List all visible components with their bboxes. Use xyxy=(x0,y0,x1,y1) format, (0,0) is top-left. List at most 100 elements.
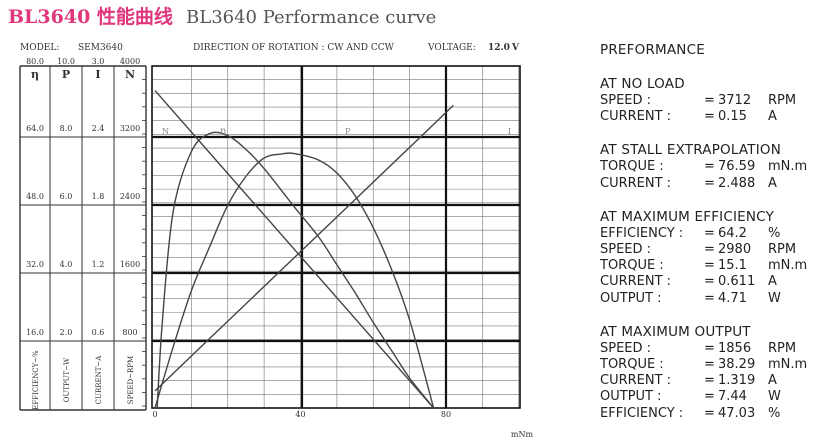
panel-row-unit: RPM xyxy=(768,93,797,108)
series-line-N xyxy=(154,90,435,409)
axis-tick-label: 3200 xyxy=(120,124,140,133)
panel-section: AT MAXIMUM EFFICIENCY EFFICIENCY : = 64.2% S… xyxy=(600,209,816,307)
equals-sign: = xyxy=(704,274,715,290)
series-label-P: P xyxy=(345,127,351,136)
series-line-I xyxy=(154,104,454,392)
panel-row-value: 76.59 xyxy=(718,159,756,175)
panel-section-title: AT MAXIMUM OUTPUT xyxy=(600,323,751,340)
equals-sign: = xyxy=(704,242,715,258)
axis-tick-label: 8.0 xyxy=(60,124,73,133)
panel-row: TORQUE : = 15.1 mN.m xyxy=(600,258,816,274)
panel-row-label: CURRENT : xyxy=(600,175,672,191)
axis-tick-label: 1600 xyxy=(120,260,140,269)
panel-row-value: 38.29 xyxy=(718,357,756,373)
equals-sign: = xyxy=(704,373,715,389)
equals-sign: = xyxy=(704,109,715,125)
panel-section: PREFORMANCE xyxy=(600,42,816,59)
panel-section-title: AT MAXIMUM EFFICIENCY xyxy=(600,208,775,225)
equals-sign: = xyxy=(704,290,715,306)
voltage-label: VOLTAGE: xyxy=(427,43,476,53)
panel-row-value: 2.488 xyxy=(718,175,756,191)
panel-row-unit: W xyxy=(768,290,781,306)
panel-row: CURRENT : = 2.488 A xyxy=(600,176,816,192)
panel-row-label: EFFICIENCY : xyxy=(600,225,684,241)
axis-symbol-4: N xyxy=(125,68,135,81)
axis-symbol-3: I xyxy=(95,68,100,81)
panel-row-label: TORQUE : xyxy=(600,258,664,274)
axis-tick-label: 2.0 xyxy=(60,328,73,337)
panel-section-title: AT STALL EXTRAPOLATION xyxy=(600,142,782,159)
panel-row-label: CURRENT : xyxy=(600,373,672,389)
panel-row-label: SPEED : xyxy=(600,242,652,258)
panel-row-unit: mN.m xyxy=(768,159,808,175)
axis-tick-label: 1.8 xyxy=(92,192,105,201)
panel-row: EFFICIENCY : = 47.03% xyxy=(600,406,816,422)
panel-row-value: 2980 xyxy=(718,242,752,258)
panel-row: OUTPUT : = 4.71 W xyxy=(600,291,816,307)
model-label: MODEL: xyxy=(20,43,59,53)
panel-row-value: 4.71 xyxy=(718,290,747,306)
performance-chart: MODEL: SEM3640 DIRECTION OF ROTATION : CW … xyxy=(19,43,534,439)
axis-title-4: SPEED~RPM xyxy=(127,356,135,404)
panel-row-unit: W xyxy=(768,389,781,405)
panel-row-value: 15.1 xyxy=(718,258,747,274)
panel-row-label: OUTPUT : xyxy=(600,389,662,405)
axis-symbol-2: P xyxy=(62,68,70,81)
panel-row: SPEED : = 1856 RPM xyxy=(600,341,816,357)
panel-row-value: 3712 xyxy=(718,93,752,108)
axis-title-2: OUTPUT~W xyxy=(63,357,71,402)
panel-row-value: 0.15 xyxy=(718,109,747,125)
axis-tick-label: 1.2 xyxy=(92,260,105,269)
voltage-value: 12.0 xyxy=(488,43,510,53)
equals-sign: = xyxy=(704,258,715,274)
panel-row-unit: RPM xyxy=(768,242,797,258)
axis-tick-label: 64.0 xyxy=(26,124,44,133)
panel-row-unit: mN.m xyxy=(768,357,808,373)
panel-section-title: AT NO LOAD xyxy=(600,76,685,92)
chart-title: BL3640 性能曲线 BL3640 Performance curve xyxy=(8,2,436,32)
voltage-unit: V xyxy=(511,43,520,53)
equals-sign: = xyxy=(704,93,715,108)
panel-row-unit: A xyxy=(768,274,777,290)
x-tick-label: 0 xyxy=(152,410,157,419)
panel-row-value: 1.319 xyxy=(718,373,756,389)
series-label-I: I xyxy=(508,127,511,136)
axis-tick-label: 32.0 xyxy=(26,260,44,269)
panel-section: AT STALL EXTRAPOLATION TORQUE : = 76.59 mN.m… xyxy=(600,142,816,191)
panel-section: AT MAXIMUM OUTPUT SPEED : = 1856 RPM TORQUE :… xyxy=(600,324,816,422)
axis-tick-label: 0.6 xyxy=(92,328,105,337)
panel-row-label: SPEED : xyxy=(600,93,652,108)
panel-row: TORQUE : = 38.29 mN.m xyxy=(600,357,816,373)
panel-row-value: 1856 xyxy=(718,340,752,356)
model-value: SEM3640 xyxy=(78,43,123,53)
axis-title-3: CURRENT~A xyxy=(95,355,103,405)
axis-max-value: 4000 xyxy=(120,57,140,66)
panel-row-unit: A xyxy=(768,175,777,191)
panel-row-value: 64.2 xyxy=(718,225,747,241)
axis-title-1: EFFICIENCY~% xyxy=(32,350,40,410)
axis-max-value: 10.0 xyxy=(57,57,75,66)
series-line-P xyxy=(154,152,435,409)
panel-section: AT NO LOAD SPEED : = 3712 RPM CURRENT : = 0.15 A xyxy=(600,76,816,125)
panel-row-label: TORQUE : xyxy=(600,357,664,373)
panel-row-unit: mN.m xyxy=(768,258,808,274)
panel-row-value: 7.44 xyxy=(718,389,747,405)
panel-row-unit: % xyxy=(768,225,781,241)
panel-row: TORQUE : = 76.59 mN.m xyxy=(600,159,816,175)
panel-row-label: TORQUE : xyxy=(600,159,664,175)
panel-row-value: 0.611 xyxy=(718,274,756,290)
axis-tick-label: 48.0 xyxy=(26,192,44,201)
panel-row-label: CURRENT : xyxy=(600,109,672,125)
equals-sign: = xyxy=(704,357,715,373)
panel-section-title: PREFORMANCE xyxy=(600,42,705,58)
performance-panel: PREFORMANCE AT NO LOAD SPEED : = 3712 RPM CURR… xyxy=(600,42,816,439)
axis-tick-label: 6.0 xyxy=(60,192,73,201)
panel-row-unit: % xyxy=(768,405,781,421)
panel-row: CURRENT : = 0.611 A xyxy=(600,274,816,290)
panel-row: CURRENT : = 1.319 A xyxy=(600,373,816,389)
chart-border xyxy=(151,65,521,409)
x-unit-label: mNm xyxy=(511,430,534,439)
panel-row-unit: A xyxy=(768,109,777,125)
series-label-eta: η xyxy=(220,126,226,137)
panel-row: CURRENT : = 0.15 A xyxy=(600,109,816,125)
